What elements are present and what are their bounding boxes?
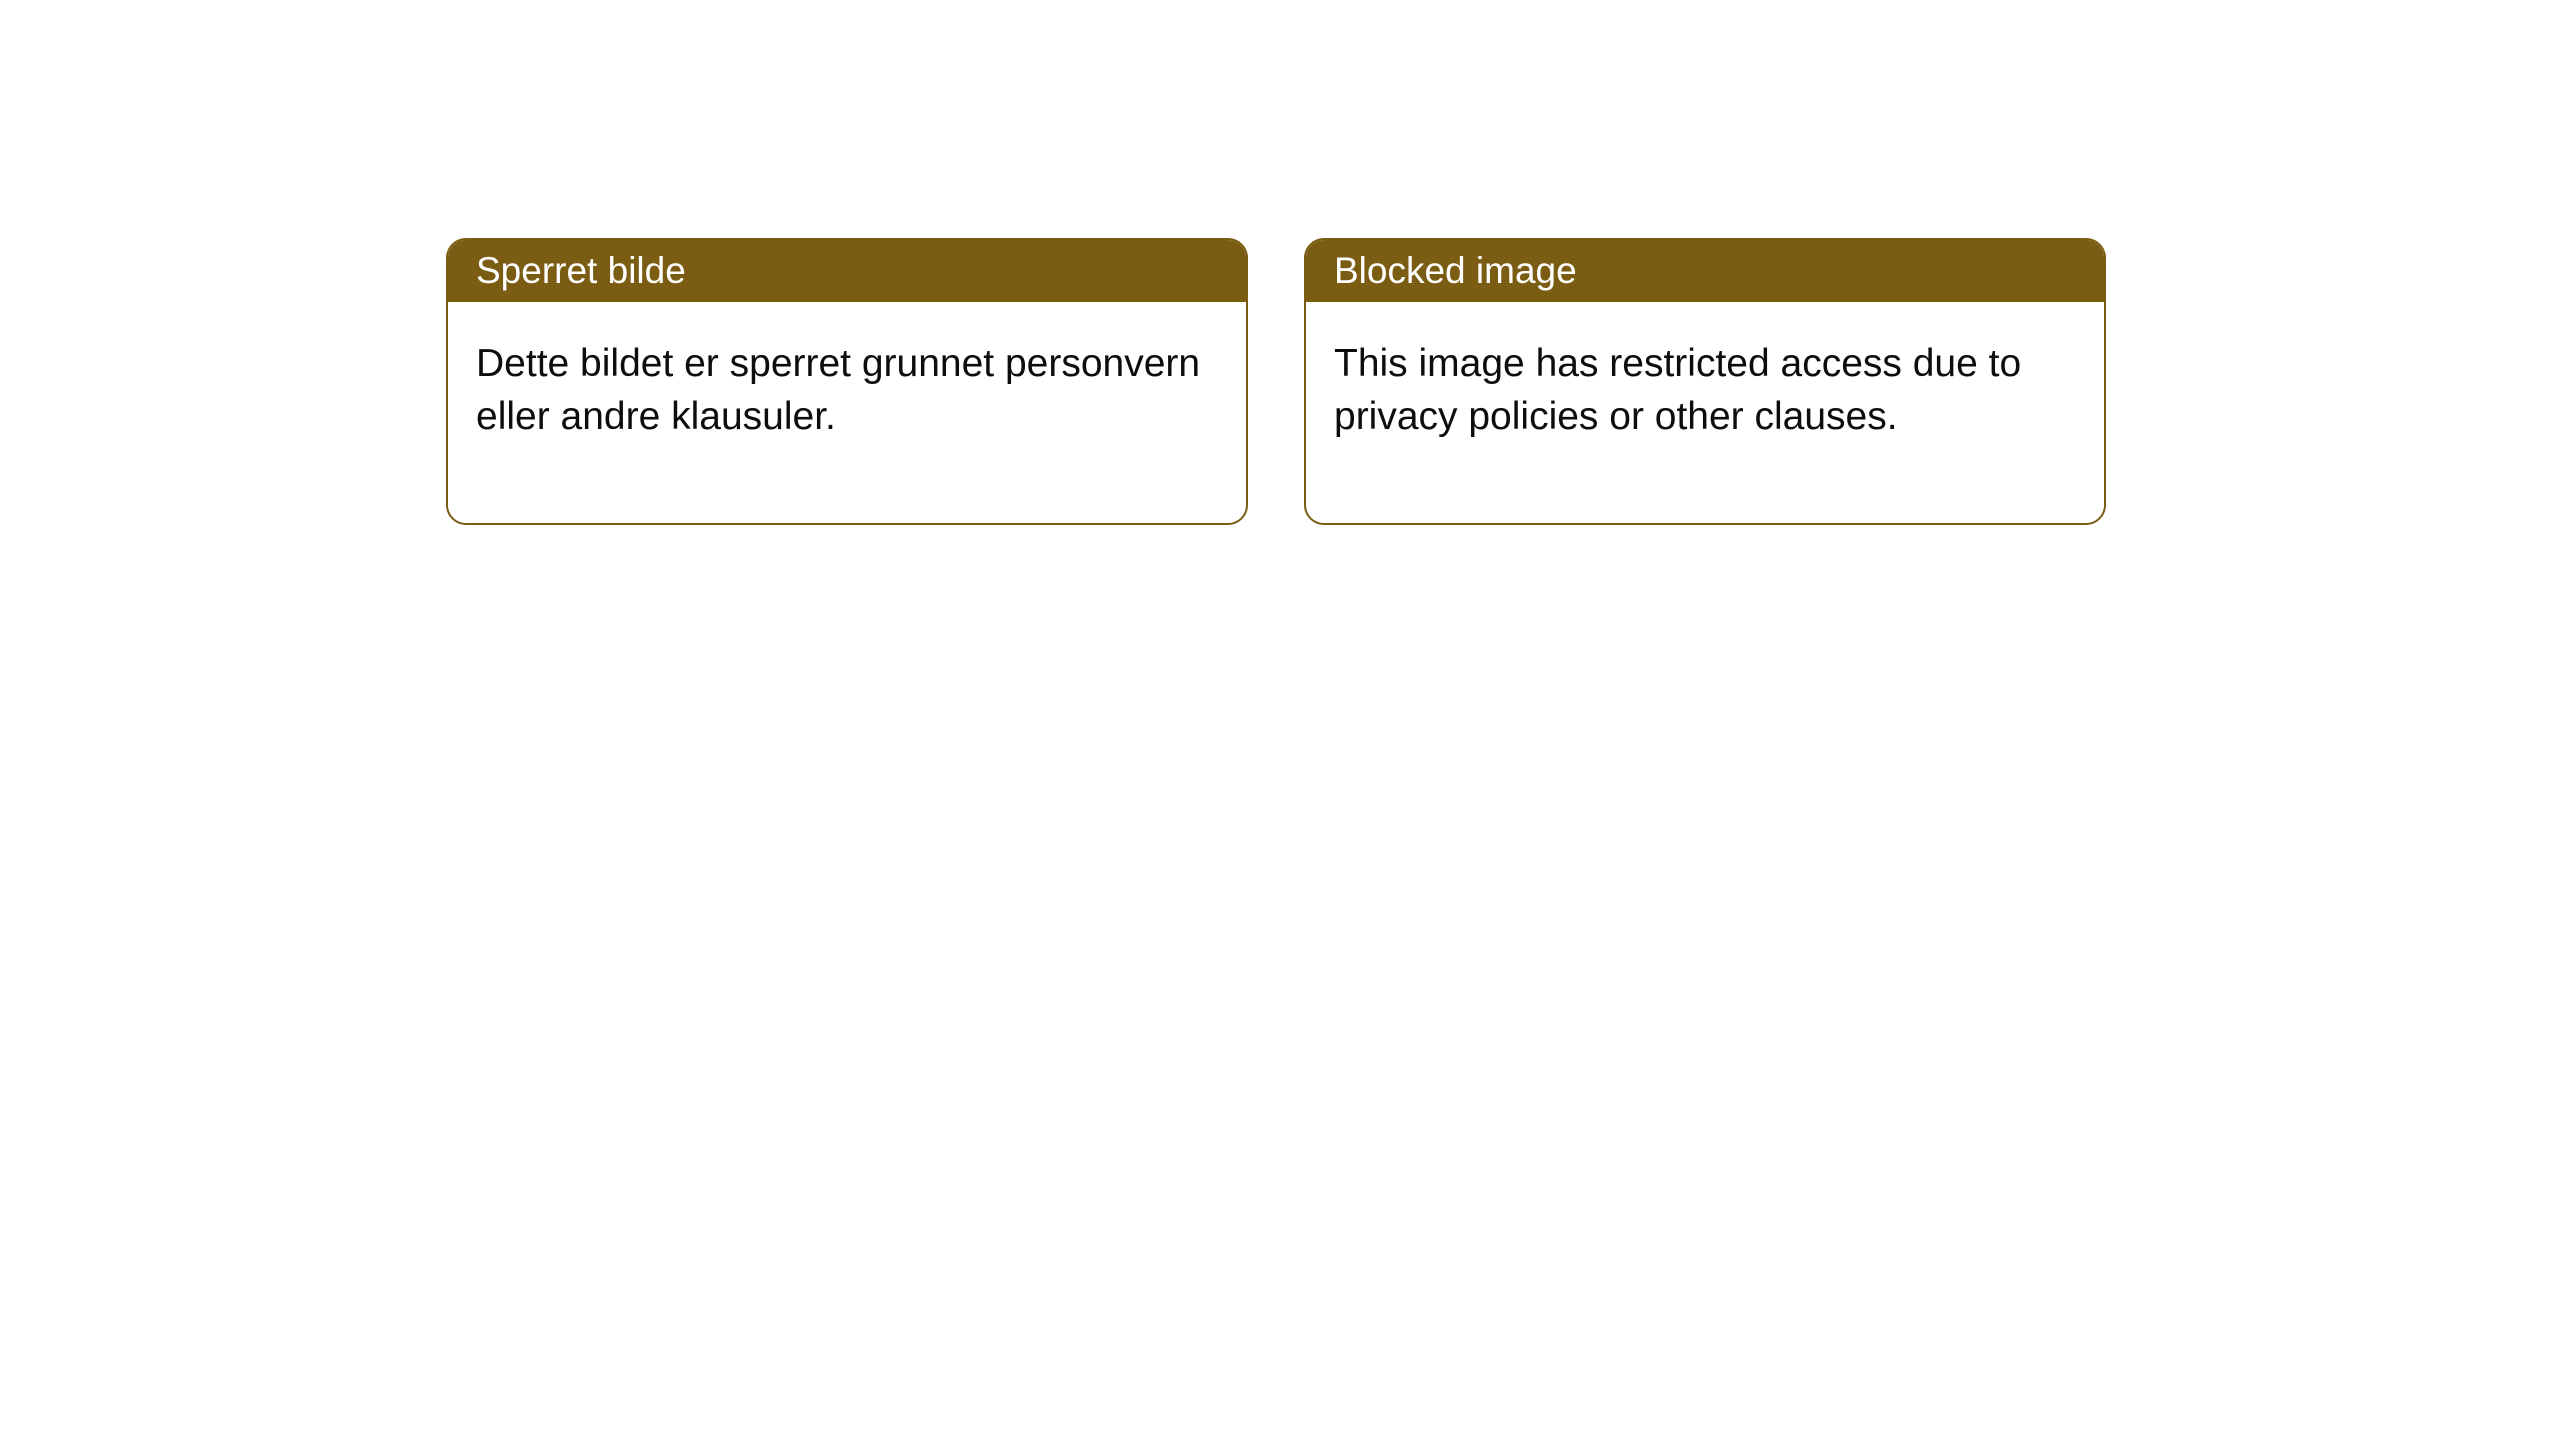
- card-body-en: This image has restricted access due to …: [1306, 302, 2104, 523]
- card-header-no: Sperret bilde: [448, 240, 1246, 302]
- card-header-en: Blocked image: [1306, 240, 2104, 302]
- blocked-image-card-no: Sperret bilde Dette bildet er sperret gr…: [446, 238, 1248, 525]
- blocked-image-card-en: Blocked image This image has restricted …: [1304, 238, 2106, 525]
- card-body-no: Dette bildet er sperret grunnet personve…: [448, 302, 1246, 523]
- cards-container: Sperret bilde Dette bildet er sperret gr…: [446, 238, 2106, 525]
